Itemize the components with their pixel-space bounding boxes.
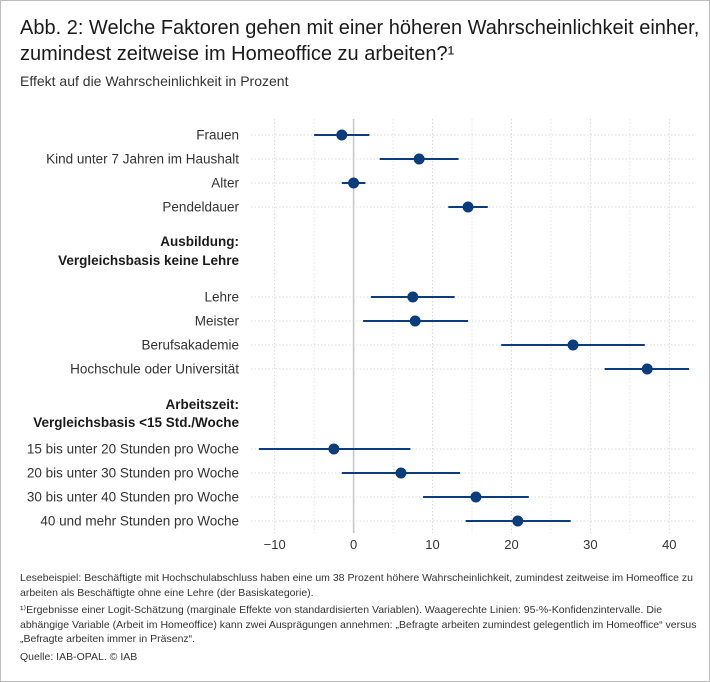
row-label: Frauen — [196, 128, 239, 143]
point-estimate — [641, 363, 653, 375]
row-label: Lehre — [204, 290, 239, 305]
reading-example: Lesebeispiel: Beschäftigte mit Hochschul… — [20, 572, 693, 599]
point-estimate — [407, 291, 419, 303]
chart-marks — [258, 129, 690, 527]
chart-subtitle: Effekt auf die Wahrscheinlichkeit in Pro… — [20, 73, 289, 89]
point-estimate — [395, 467, 407, 479]
x-tick-label: 0 — [350, 537, 357, 552]
point-estimate — [470, 491, 482, 503]
point-estimate — [336, 129, 348, 141]
point-estimate — [409, 315, 421, 327]
row-label: Berufsakademie — [141, 338, 239, 353]
row-label: 40 und mehr Stunden pro Woche — [40, 514, 239, 529]
point-estimate — [348, 177, 360, 189]
x-axis: −10 0 10 20 30 40 — [264, 537, 677, 552]
row-label: Meister — [195, 314, 240, 329]
row-label: 30 bis unter 40 Stunden pro Woche — [27, 490, 239, 505]
grid-layer — [251, 119, 693, 533]
group-baseline-label: Vergleichsbasis keine Lehre — [58, 253, 239, 268]
group-header: Arbeitszeit: — [165, 397, 239, 412]
source-note: Quelle: IAB-OPAL. © IAB — [20, 650, 138, 663]
point-estimate — [512, 515, 524, 527]
row-label: Pendeldauer — [162, 200, 239, 215]
row-label: Kind unter 7 Jahren im Haushalt — [46, 152, 239, 167]
group-baseline-label: Vergleichsbasis <15 Std./Woche — [33, 415, 239, 430]
row-label: 15 bis unter 20 Stunden pro Woche — [27, 442, 239, 457]
x-tick-label: −10 — [264, 537, 286, 552]
x-tick-label: 40 — [662, 537, 676, 552]
row-labels: Frauen Kind unter 7 Jahren im Haushalt Alt… — [27, 128, 240, 529]
point-estimate — [567, 339, 579, 351]
group-header: Ausbildung: — [160, 234, 239, 249]
point-estimate — [413, 153, 425, 165]
point-estimate — [462, 201, 474, 213]
figure-footer: Lesebeispiel: Beschäftigte mit Hochschul… — [20, 571, 700, 667]
point-estimate — [328, 443, 340, 455]
x-tick-label: 10 — [425, 537, 439, 552]
chart-title: Abb. 2: Welche Faktoren gehen mit einer … — [20, 17, 700, 65]
method-note: ¹⁾Ergebnisse einer Logit-Schätzung (marg… — [20, 604, 697, 645]
row-label: Hochschule oder Universität — [70, 362, 239, 377]
x-tick-label: 20 — [504, 537, 518, 552]
row-label: 20 bis unter 30 Stunden pro Woche — [27, 466, 239, 481]
row-label: Alter — [211, 176, 239, 191]
x-tick-label: 30 — [583, 537, 597, 552]
forest-plot: Frauen Kind unter 7 Jahren im Haushalt Alt… — [27, 119, 693, 552]
